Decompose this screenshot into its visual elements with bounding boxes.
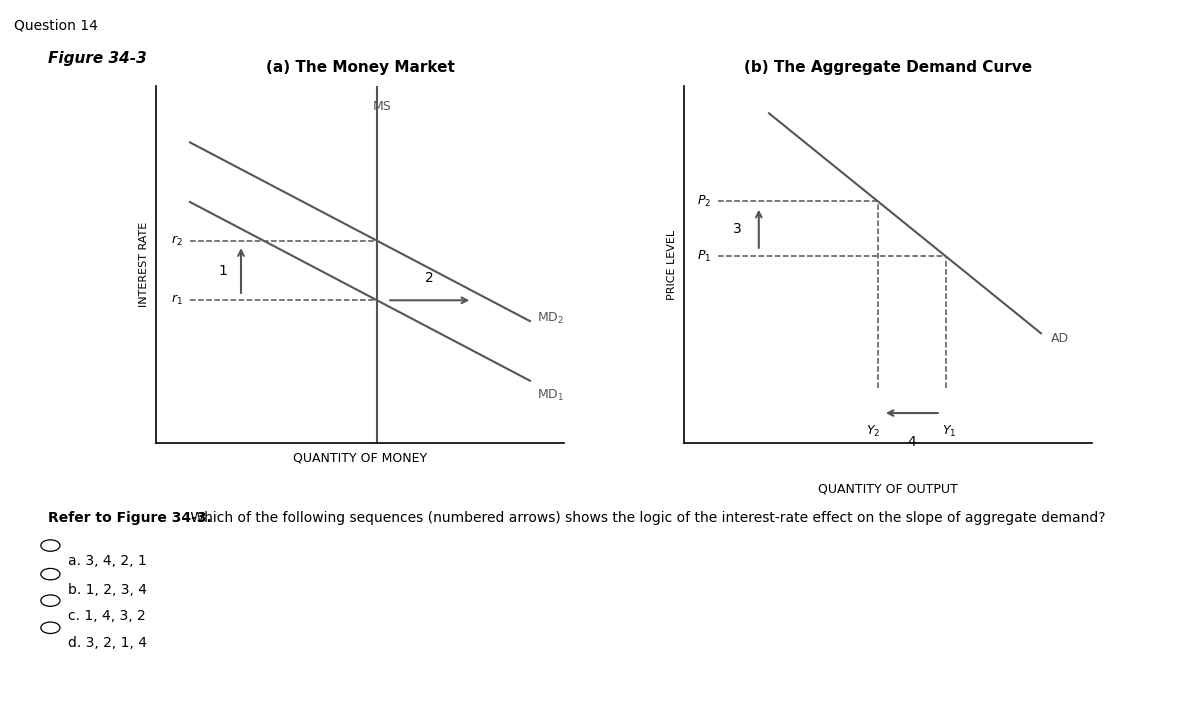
Title: (a) The Money Market: (a) The Money Market — [265, 60, 455, 75]
Text: a. 3, 4, 2, 1: a. 3, 4, 2, 1 — [68, 554, 148, 568]
Text: MS: MS — [373, 99, 391, 113]
Text: 4: 4 — [907, 435, 916, 449]
Text: Question 14: Question 14 — [14, 19, 98, 33]
Text: Which of the following sequences (numbered arrows) shows the logic of the intere: Which of the following sequences (number… — [186, 511, 1105, 526]
Text: 1: 1 — [218, 264, 228, 277]
Text: $r_2$: $r_2$ — [172, 234, 184, 248]
Text: AD: AD — [1051, 332, 1069, 345]
Y-axis label: INTEREST RATE: INTEREST RATE — [139, 222, 149, 307]
Text: 2: 2 — [425, 272, 434, 285]
Text: c. 1, 4, 3, 2: c. 1, 4, 3, 2 — [68, 609, 146, 623]
Title: (b) The Aggregate Demand Curve: (b) The Aggregate Demand Curve — [744, 60, 1032, 75]
Text: d. 3, 2, 1, 4: d. 3, 2, 1, 4 — [68, 636, 148, 651]
Text: $P_2$: $P_2$ — [697, 194, 712, 209]
Text: $Y_1$: $Y_1$ — [942, 424, 956, 439]
Text: $Y_2$: $Y_2$ — [865, 424, 880, 439]
Text: b. 1, 2, 3, 4: b. 1, 2, 3, 4 — [68, 583, 148, 597]
Text: $P_1$: $P_1$ — [697, 249, 712, 264]
Text: MD$_1$: MD$_1$ — [536, 388, 564, 403]
Text: MD$_2$: MD$_2$ — [536, 310, 564, 326]
Text: $r_1$: $r_1$ — [172, 293, 184, 307]
Y-axis label: PRICE LEVEL: PRICE LEVEL — [667, 230, 677, 300]
X-axis label: QUANTITY OF MONEY: QUANTITY OF MONEY — [293, 452, 427, 465]
Text: Figure 34-3: Figure 34-3 — [48, 51, 146, 66]
Text: Refer to Figure 34-3.: Refer to Figure 34-3. — [48, 511, 211, 526]
X-axis label: QUANTITY OF OUTPUT: QUANTITY OF OUTPUT — [818, 482, 958, 495]
Text: 3: 3 — [733, 222, 742, 236]
